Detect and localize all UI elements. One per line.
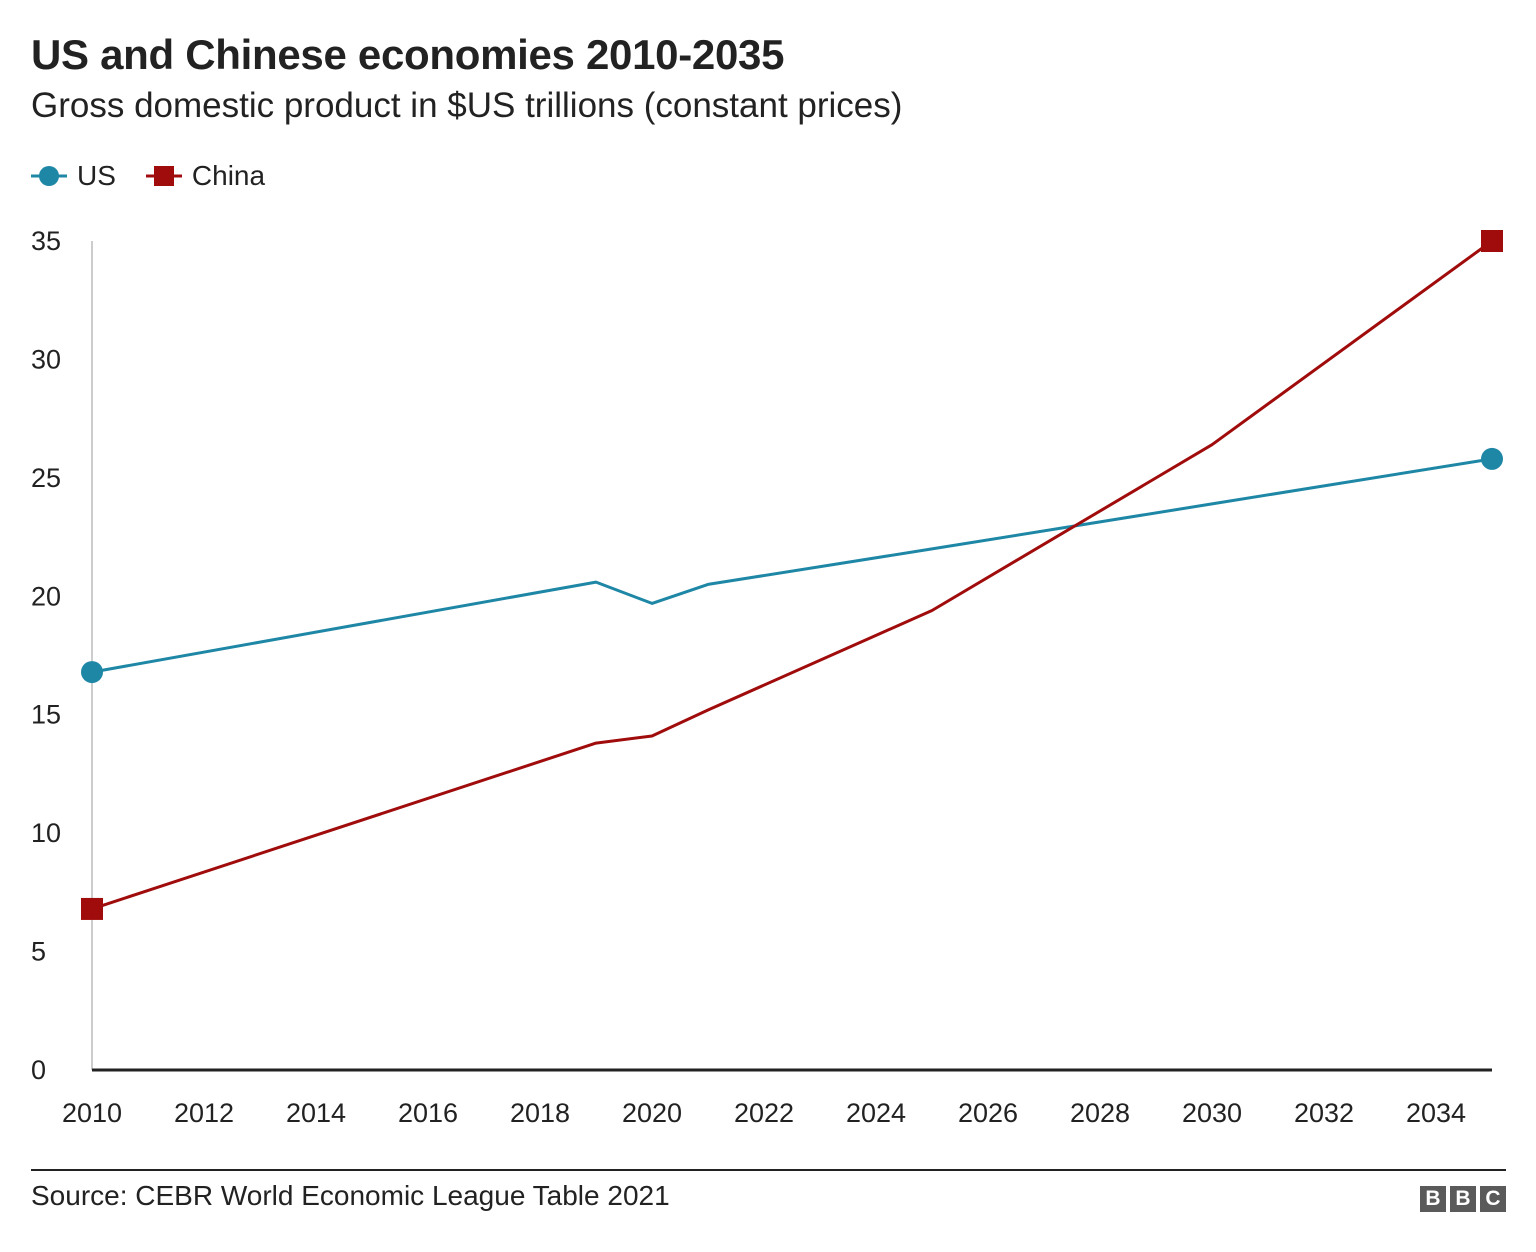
bbc-logo: B B C — [1416, 1186, 1506, 1212]
legend-item-china: China — [145, 160, 266, 192]
y-tick-label: 15 — [31, 700, 61, 730]
x-tick-label: 2032 — [1294, 1098, 1354, 1128]
source-note: Source: CEBR World Economic League Table… — [31, 1180, 670, 1211]
chart-subtitle: Gross domestic product in $US trillions … — [31, 86, 903, 125]
chart-title: US and Chinese economies 2010-2035 — [31, 31, 785, 78]
series-line-china — [91, 239, 1493, 911]
data-point-us — [81, 661, 103, 684]
x-tick-label: 2026 — [958, 1098, 1018, 1128]
series-line-us — [91, 457, 1493, 674]
y-tick-label: 0 — [31, 1055, 46, 1085]
logo-letter: B — [1420, 1186, 1446, 1212]
x-tick-label: 2022 — [734, 1098, 794, 1128]
x-tick-label: 2030 — [1182, 1098, 1242, 1128]
x-tick-label: 2034 — [1406, 1098, 1466, 1128]
legend-key-china — [145, 166, 182, 186]
x-tick-label: 2010 — [62, 1098, 122, 1128]
y-tick-label: 10 — [31, 818, 61, 848]
y-tick-label: 20 — [31, 581, 61, 611]
legend-label-us: US — [77, 160, 116, 191]
x-tick-label: 2012 — [174, 1098, 234, 1128]
data-point-china — [1481, 230, 1503, 252]
x-tick-label: 2020 — [622, 1098, 682, 1128]
footer-divider — [31, 1169, 1506, 1171]
x-tick-label: 2028 — [1070, 1098, 1130, 1128]
logo-letter: C — [1480, 1186, 1506, 1212]
logo-letter: B — [1450, 1186, 1476, 1212]
x-tick-label: 2018 — [510, 1098, 570, 1128]
x-tick-label: 2024 — [846, 1098, 906, 1128]
legend: US China — [31, 156, 295, 196]
line-chart: 0 5 10 15 20 25 30 35 2010 2012 2014 2016 2018 2020 20… — [31, 226, 1503, 1128]
legend-key-us — [31, 166, 67, 186]
data-point-us — [1481, 447, 1503, 470]
y-tick-label: 35 — [31, 226, 61, 256]
y-tick-label: 30 — [31, 344, 61, 374]
x-tick-label: 2016 — [398, 1098, 458, 1128]
data-point-china — [81, 897, 103, 920]
legend-label-china: China — [191, 160, 266, 191]
x-tick-label: 2014 — [286, 1098, 346, 1128]
legend-item-us: US — [31, 160, 116, 192]
y-tick-label: 5 — [31, 937, 46, 967]
y-tick-label: 25 — [31, 463, 61, 493]
